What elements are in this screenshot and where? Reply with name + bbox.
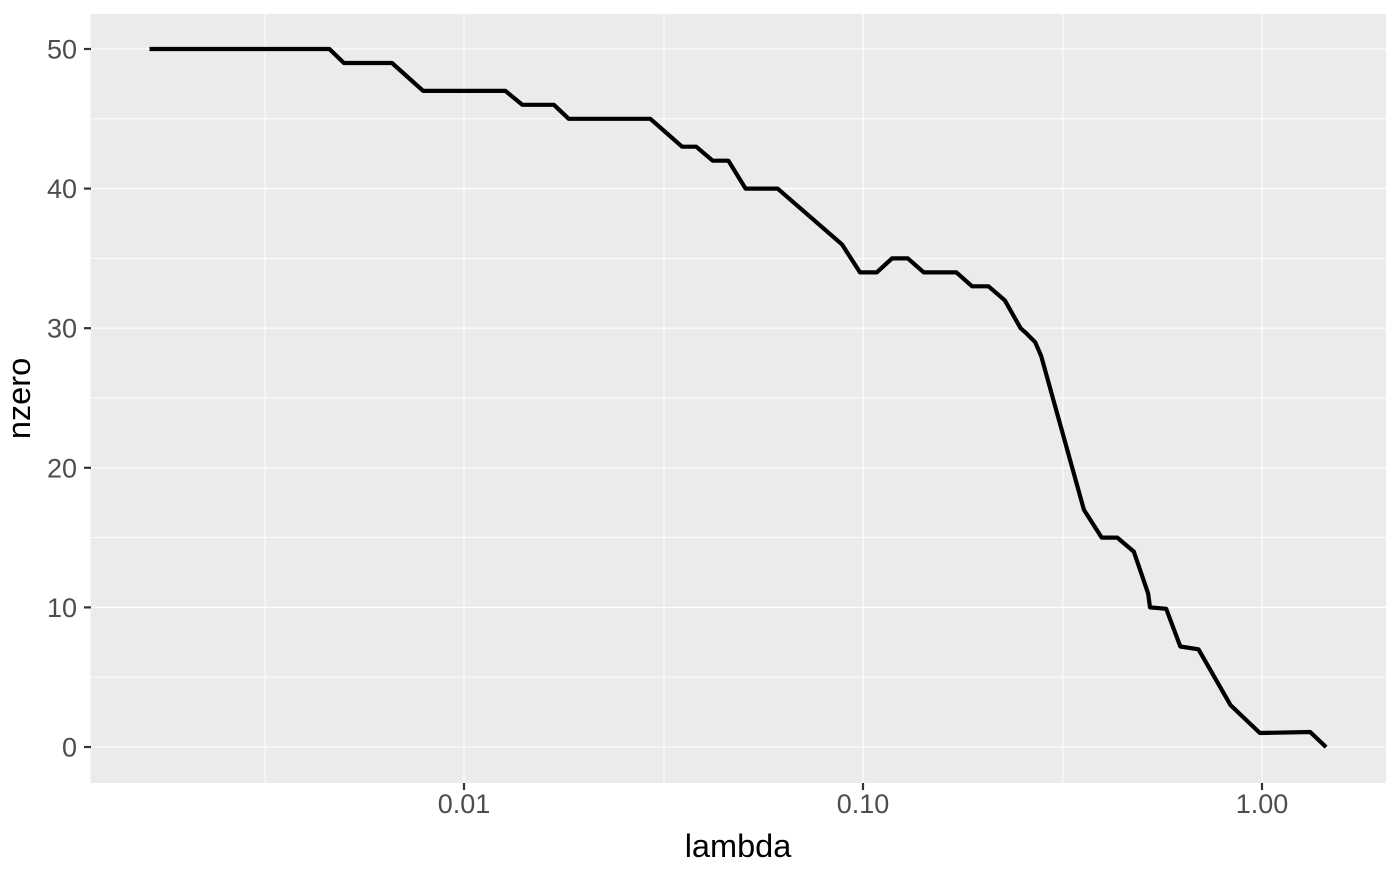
svg-text:40: 40 (47, 174, 77, 204)
svg-text:nzero: nzero (1, 358, 37, 439)
svg-text:10: 10 (47, 593, 77, 623)
svg-text:1.00: 1.00 (1236, 789, 1289, 819)
svg-text:0: 0 (62, 733, 77, 763)
svg-text:0.10: 0.10 (837, 789, 890, 819)
svg-text:30: 30 (47, 314, 77, 344)
svg-text:0.01: 0.01 (438, 789, 491, 819)
svg-text:lambda: lambda (685, 828, 793, 864)
svg-text:20: 20 (47, 453, 77, 483)
svg-text:50: 50 (47, 35, 77, 65)
